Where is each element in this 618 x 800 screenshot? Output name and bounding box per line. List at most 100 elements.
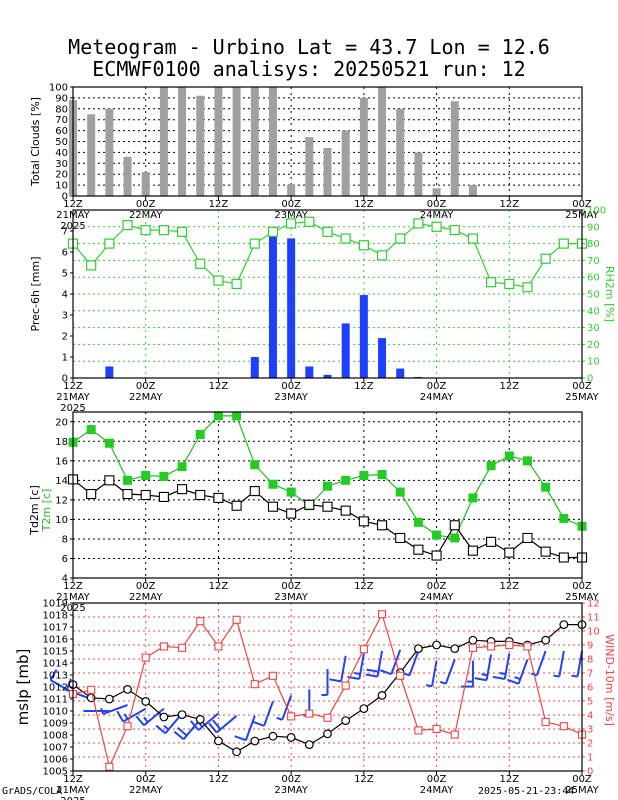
precip-x-tick-label: 12Z [63,381,83,392]
wind-barb-staff [558,650,565,677]
mslp-marker [177,710,187,719]
td2m-marker [467,545,478,556]
clouds-y-tick-label: 60 [55,126,68,137]
wind-barb [100,704,128,715]
wind-barb [492,653,511,680]
mslp-x-tick-label: 00Z [427,774,447,785]
temp-x-tick-label: 00Z [427,581,447,592]
wind-y2-tick-label: 9 [587,641,593,652]
t2m-marker [522,456,532,466]
cloud-bar [450,101,459,196]
cloud-bar [232,87,241,196]
wind-barb [252,701,274,727]
wind-barb-flag [379,669,392,676]
wind-barb [571,650,583,678]
clouds-y-tick-label: 40 [55,148,68,159]
rh-y2-tick-label: 90 [587,222,600,233]
wind-marker [359,645,368,654]
wind-barb [474,654,493,682]
clouds-y-tick-label: 20 [55,170,68,181]
t2m-y-label: T2m [c] [40,489,53,533]
wind-marker [105,762,114,771]
title-line-1: Meteogram - Urbino Lat = 43.7 Lon = 12.6 [68,35,550,59]
t2m-marker [250,460,260,470]
temp-x-tick-label: 00Z [572,581,592,592]
cloud-bar [323,148,332,196]
mslp-y-tick-label: 1008 [43,731,68,742]
mslp-x-tick-label: 00Z [572,774,592,785]
wind-barb-flag [123,713,129,720]
wind-marker [305,709,314,718]
wind-marker [559,722,568,731]
wind-barb-staff [431,660,438,687]
temp-x-tick-label: 12Z [354,581,374,592]
t2m-marker [377,469,387,479]
td2m-marker [322,501,333,512]
precip-bar [396,368,405,378]
precip-x-tick-label: 00Z [427,381,447,392]
td2m-marker [104,475,115,486]
mslp-y-tick-label: 1009 [43,719,68,730]
wind-marker [377,610,387,619]
td2m-marker [540,546,551,557]
rh-marker [304,216,315,227]
cloud-bar [468,185,477,196]
wind-barb-staff [244,715,256,741]
rh-marker [504,278,515,290]
temp-x-tick-label: 12Z [63,581,83,592]
td2m-marker [86,488,97,500]
td2m-marker [449,520,460,531]
wind-barb-staff [197,712,220,731]
wind-y2-tick-label: 10 [587,627,600,638]
mslp-y-tick-label: 1018 [43,611,68,622]
rh-marker [413,218,424,229]
td2m-marker [249,486,260,497]
rh-y2-tick-label: 0 [587,374,593,385]
mslp-x-tick-label: 12Z [354,774,374,785]
rh-marker [449,225,460,236]
td2m-marker [304,499,315,510]
wind-barb-flag [100,707,105,715]
rh-y2-tick-label: 60 [587,273,600,284]
wind-barb-flag [365,673,378,678]
precip-x-tick-label: 00Z [136,381,156,392]
clouds-x-tick-label: 00Z [427,199,447,210]
rh-y2-tick-label: 40 [587,306,600,317]
precip-frame [72,209,583,379]
wind-barb [135,707,165,727]
clouds-x-tick-label: 00Z [136,199,156,210]
mslp-y-tick-label: 1007 [43,743,68,754]
td2m-marker [504,547,515,558]
precip-x-tick-label: 12Z [209,381,229,392]
temp-y-tick-label: 20 [55,417,68,428]
cloud-bar [214,87,223,196]
t2m-marker [86,425,96,435]
wind-barb [403,650,420,677]
mslp-marker [286,733,296,742]
precip-bar [250,357,259,378]
precip-y-tick-label: 2 [62,332,68,343]
wind-barb-flag [474,677,487,682]
mslp-marker [123,685,132,694]
mslp-y-tick-label: 1017 [43,623,68,634]
wind-y2-tick-label: 0 [587,767,593,778]
mslp-x-tick-date: 25MAY [565,785,599,796]
cloud-bar [250,87,259,196]
clouds-x-tick-date: 24MAY [420,210,454,221]
clouds-y-tick-label: 90 [55,93,68,104]
precip-x-tick-label: 12Z [499,381,519,392]
cloud-bar [432,188,441,196]
mslp-y-label: mslp [mb] [14,649,32,726]
mslp-y-tick-label: 1012 [43,683,68,694]
wind-barb-flag [366,668,379,673]
mslp-x-tick-label: 12Z [499,774,519,785]
wind-barb-flag [176,727,188,737]
wind-barb-flag [155,724,167,735]
temp-frame [72,411,583,579]
wind-marker [341,681,350,690]
wind-marker [287,712,296,721]
td2m-marker [522,532,533,544]
precip-x-tick-label: 00Z [281,381,301,392]
rh-marker [176,226,188,237]
